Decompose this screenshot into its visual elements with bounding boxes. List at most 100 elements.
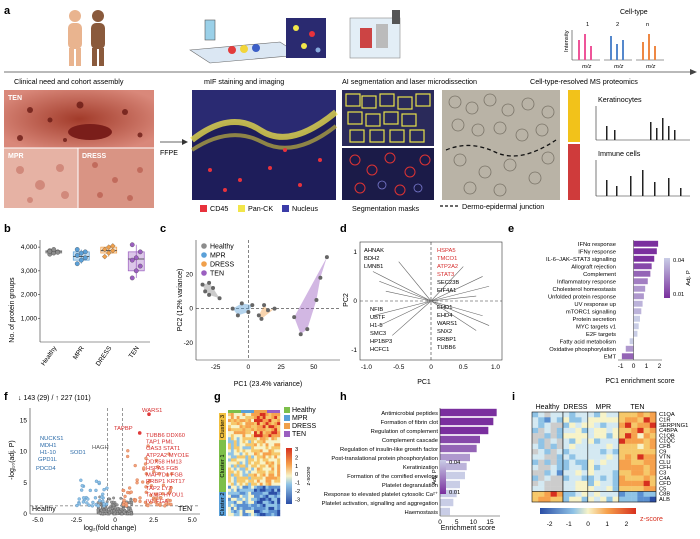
i-zscore-colorbar <box>540 508 636 514</box>
i-heatmap-cell <box>618 486 626 492</box>
g-heatmap-cell <box>248 482 252 486</box>
i-heatmap-cell <box>606 459 613 466</box>
i-heatmap-cell <box>637 443 644 450</box>
g-heatmap-cell <box>251 491 255 495</box>
i-heatmap-cell <box>618 459 626 466</box>
d-ytick-label: -1 <box>351 347 357 354</box>
g-heatmap-cell <box>233 497 237 502</box>
f-point-ns <box>115 503 119 507</box>
i-heatmap-cell <box>649 464 657 471</box>
i-heatmap-cell <box>625 486 632 492</box>
i-gene-label: C9 <box>659 449 666 455</box>
g-heatmap-cell <box>230 440 234 444</box>
g-heatmap-cell <box>274 428 278 432</box>
g-heatmap-cell <box>242 431 246 435</box>
i-heatmap-cell <box>544 475 551 482</box>
i-heatmap-cell <box>637 422 644 429</box>
g-heatmap-cell <box>256 416 260 420</box>
g-heatmap-cell <box>265 434 269 438</box>
g-heatmap-cell <box>245 485 249 489</box>
celltype-num-2: 2 <box>616 22 619 28</box>
mif-legend: CD45 Pan-CK Nucleus <box>200 204 318 213</box>
f-point-ns <box>110 509 113 513</box>
g-heatmap-cell <box>268 464 272 468</box>
e-padj-colorbar <box>664 258 670 298</box>
g-heatmap-cell <box>236 479 240 483</box>
b-point <box>133 255 139 261</box>
f-ytick-label: 0 <box>23 511 27 518</box>
g-heatmap-cell <box>245 473 249 477</box>
i-heatmap-cell <box>581 475 588 482</box>
g-heatmap-cell <box>277 497 281 502</box>
g-heatmap-cell <box>277 449 281 453</box>
i-heatmap-cell <box>532 412 539 418</box>
g-heatmap-cell <box>251 506 255 511</box>
g-heatmap-cell <box>245 416 249 420</box>
f-point-down <box>79 478 83 482</box>
i-heatmap-cell <box>594 486 601 492</box>
g-heatmap-cell <box>239 488 243 492</box>
g-heatmap-cell <box>262 449 266 453</box>
i-zscore-label: z-score <box>640 516 663 523</box>
g-heatmap-cell <box>228 506 232 511</box>
e-bar <box>633 293 644 300</box>
i-heatmap-cell <box>618 475 626 482</box>
f-point-ns <box>113 512 116 516</box>
g-heatmap-cell <box>228 500 232 505</box>
i-heatmap-cell <box>594 427 601 434</box>
g-heatmap-cell <box>233 416 237 420</box>
g-heatmap-cell <box>248 452 252 456</box>
g-heatmap-cell <box>259 413 263 417</box>
g-heatmap-cell <box>277 473 281 477</box>
i-heatmap-cell <box>569 433 576 439</box>
g-heatmap-cell <box>277 452 281 456</box>
i-heatmap-cell <box>618 427 626 434</box>
g-heatmap-cell <box>228 494 232 499</box>
f-point-down <box>81 500 86 504</box>
i-heatmap-cell <box>563 443 570 450</box>
ffpe-arrow-head <box>182 139 188 145</box>
i-heatmap-cell <box>563 417 570 423</box>
g-heatmap-cell <box>251 422 255 426</box>
i-heatmap-cell <box>569 443 576 450</box>
g-heatmap-cell <box>230 473 234 477</box>
h-padj-tick-top: 0.04 <box>449 460 461 466</box>
i-heatmap-cell <box>637 427 644 434</box>
c-point <box>246 310 251 314</box>
g-heatmap-cell <box>239 425 243 429</box>
g-heatmap-cell <box>233 476 237 480</box>
i-heatmap: Healthy DRESS MPR TENC1QAC1RSERPING1C4BPAC1… <box>531 404 688 528</box>
i-heatmap-cell <box>625 438 632 444</box>
i-heatmap-cell <box>625 470 632 476</box>
i-heatmap-cell <box>618 464 626 471</box>
i-heatmap-cell <box>556 443 564 450</box>
i-heatmap-cell <box>575 459 582 466</box>
g-heatmap-cell <box>277 467 281 471</box>
celltype-ms-illustration: Cell-type 1 2 n Intensity m/z m/z m/z <box>564 9 664 70</box>
e-category-label: Unfolded protein response <box>548 295 616 301</box>
g-heatmap-cell <box>268 485 272 489</box>
d-loading-arrow <box>430 285 490 302</box>
d-loading-arrow <box>379 300 432 326</box>
g-heatmap-cell <box>268 467 272 471</box>
c-xtick-label: 25 <box>277 364 285 371</box>
g-heatmap-cell <box>251 434 255 438</box>
g-heatmap-cell <box>228 431 232 435</box>
g-zscore-colorbar <box>286 448 292 504</box>
i-heatmap-cell <box>631 470 638 476</box>
g-heatmap-cell <box>271 503 275 508</box>
g-heatmap-cell <box>233 434 237 438</box>
i-heatmap-cell <box>532 459 539 466</box>
i-heatmap-cell <box>563 433 570 439</box>
i-heatmap-cell <box>618 412 626 418</box>
i-gene-label: C8B <box>659 492 670 498</box>
g-heatmap-cell <box>233 494 237 499</box>
i-heatmap-cell <box>594 470 601 476</box>
i-heatmap-cell <box>581 422 588 429</box>
i-heatmap-cell <box>618 438 626 444</box>
i-heatmap-cell <box>575 491 582 497</box>
i-heatmap-cell <box>637 475 644 482</box>
panel-letter-i: i <box>512 391 515 403</box>
i-heatmap-cell <box>532 470 539 476</box>
i-heatmap-cell <box>625 480 632 487</box>
